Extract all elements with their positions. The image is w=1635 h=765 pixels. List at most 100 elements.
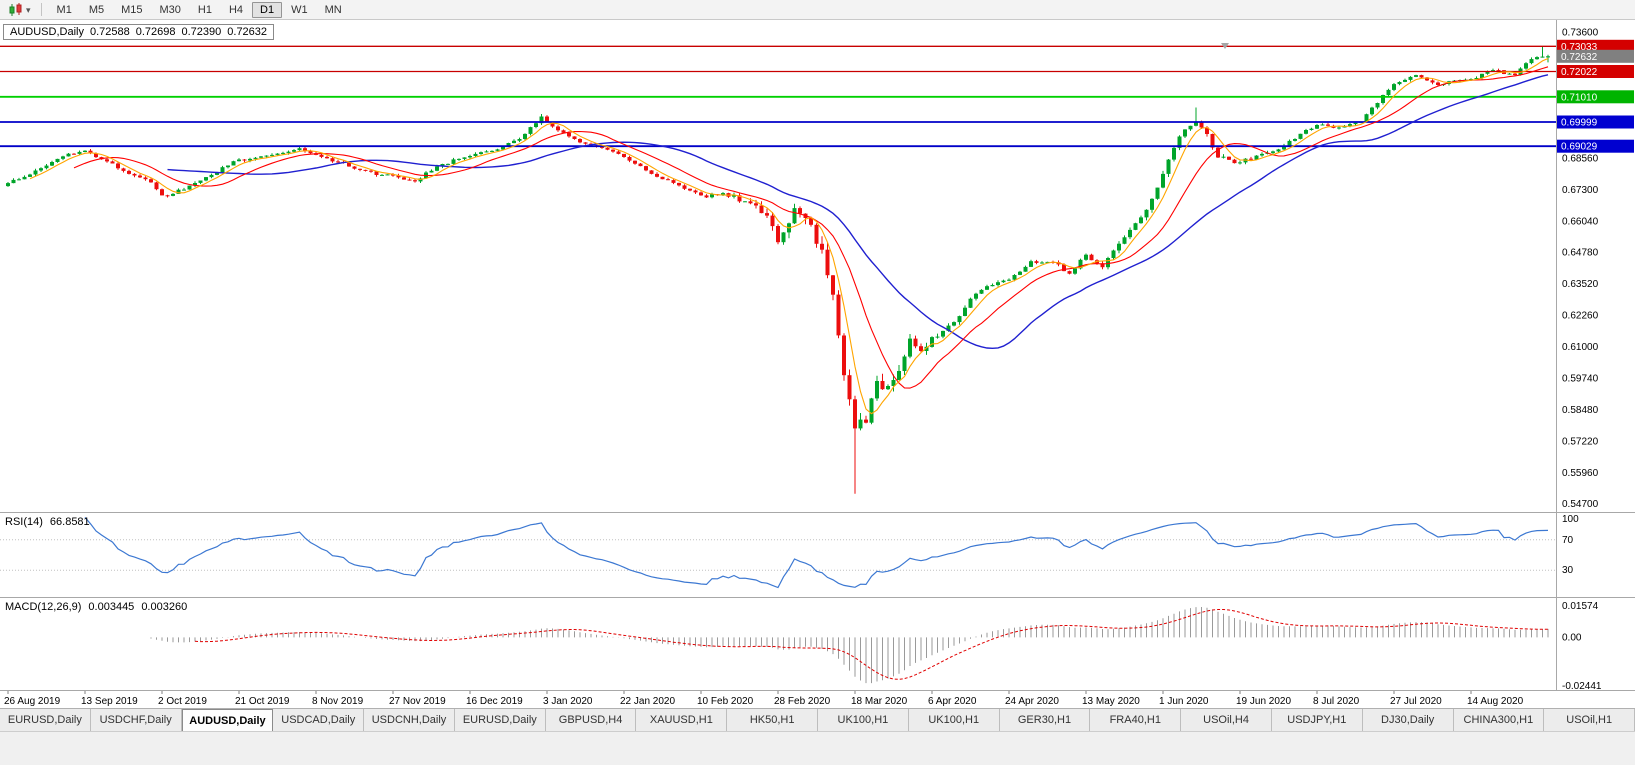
- price-axis-label: 0.61000: [1562, 342, 1599, 353]
- price-axis-label: 0.73600: [1562, 28, 1599, 39]
- date-label: 27 Nov 2019: [389, 696, 446, 707]
- date-label: 18 Mar 2020: [851, 696, 908, 707]
- chart-tab-13-usoil-h4[interactable]: USOil,H4: [1181, 709, 1272, 731]
- timeframe-toolbar: ▾ M1 M5 M15 M30 H1 H4 D1 W1 MN: [0, 0, 1635, 20]
- date-label: 26 Aug 2019: [4, 696, 61, 707]
- candlestick-chart-icon: [9, 2, 22, 16]
- macd-axis-label: 0.00: [1562, 632, 1582, 643]
- date-label: 1 Jun 2020: [1159, 696, 1209, 707]
- chart-tab-2-audusd-daily[interactable]: AUDUSD,Daily: [181, 709, 274, 731]
- date-label: 27 Jul 2020: [1390, 696, 1442, 707]
- chart-tab-4-usdcnh-daily[interactable]: USDCNH,Daily: [364, 709, 455, 731]
- price-badge: 0.69999: [1557, 115, 1634, 129]
- rsi-line: [84, 517, 1549, 589]
- toolbar-separator: [40, 3, 42, 16]
- rsi-axis-label: 30: [1562, 565, 1574, 576]
- macd-axis-label: -0.02441: [1562, 681, 1602, 690]
- ohlc-low: 0.72390: [181, 26, 222, 38]
- chart-tab-5-eurusd-daily[interactable]: EURUSD,Daily: [454, 709, 546, 731]
- price-axis-label: 0.66040: [1562, 216, 1599, 227]
- price-axis-label: 0.54700: [1562, 499, 1599, 510]
- macd-panel: 0.01574 0.00 -0.02441 MACD(12,26,9) 0.0034…: [0, 597, 1635, 690]
- date-label: 3 Jan 2020: [543, 696, 593, 707]
- ohlc-open: 0.72588: [89, 26, 130, 38]
- svg-text:0.73033: 0.73033: [1561, 42, 1598, 53]
- price-axis-label: 0.63520: [1562, 279, 1599, 290]
- date-label: 19 Jun 2020: [1236, 696, 1291, 707]
- price-axis-label: 0.62260: [1562, 311, 1599, 322]
- chart-tab-7-xauusd-h1[interactable]: XAUUSD,H1: [636, 709, 728, 731]
- chart-tab-17-usoil-h1[interactable]: USOil,H1: [1544, 709, 1635, 731]
- ohlc-high: 0.72698: [135, 26, 176, 38]
- chart-tab-11-ger30-h1[interactable]: GER30,H1: [999, 709, 1091, 731]
- price-chart-panel: 0.73600 0.68560 0.67300 0.66040 0.64780 0.635…: [0, 20, 1635, 512]
- chart-tab-12-fra40-h1[interactable]: FRA40,H1: [1090, 709, 1182, 731]
- price-badge: 0.72632: [1557, 49, 1634, 63]
- price-axis-label: 0.67300: [1562, 185, 1599, 196]
- date-label: 28 Feb 2020: [774, 696, 831, 707]
- chart-tab-0-eurusd-daily[interactable]: EURUSD,Daily: [0, 709, 91, 731]
- date-label: 2 Oct 2019: [158, 696, 207, 707]
- timeframe-button-m15[interactable]: M15: [121, 3, 143, 16]
- date-label: 10 Feb 2020: [697, 696, 754, 707]
- timeframe-button-m5[interactable]: M5: [88, 3, 105, 16]
- svg-text:0.69999: 0.69999: [1561, 118, 1598, 129]
- date-label: 22 Jan 2020: [620, 696, 675, 707]
- price-axis-label: 0.57220: [1562, 436, 1599, 447]
- price-axis-label: 0.64780: [1562, 248, 1599, 259]
- candlestick-series: [6, 46, 1550, 494]
- chart-shift-marker[interactable]: [1221, 43, 1229, 49]
- date-label: 21 Oct 2019: [235, 696, 290, 707]
- date-label: 8 Jul 2020: [1313, 696, 1360, 707]
- rsi-chart[interactable]: 100 70 30: [0, 513, 1635, 597]
- chart-tab-15-dj30-daily[interactable]: DJ30,Daily: [1362, 709, 1454, 731]
- price-badge: 0.69029: [1557, 139, 1634, 153]
- rsi-value: 66.8581: [49, 516, 90, 528]
- chart-type-button[interactable]: ▾: [5, 1, 34, 18]
- price-badge: 0.73033: [1557, 39, 1634, 53]
- date-axis: 26 Aug 2019 13 Sep 2019 2 Oct 2019 21 Oct 2…: [0, 690, 1635, 708]
- timeframe-button-w1[interactable]: W1: [291, 3, 308, 16]
- timeframe-button-m30[interactable]: M30: [159, 3, 181, 16]
- macd-name: MACD(12,26,9): [5, 601, 82, 613]
- chart-symbol-period: AUDUSD,Daily: [10, 26, 84, 38]
- chart-tab-1-usdchf-daily[interactable]: USDCHF,Daily: [90, 709, 182, 731]
- date-label: 13 Sep 2019: [81, 696, 138, 707]
- macd-label: MACD(12,26,9) 0.003445 0.003260: [5, 601, 187, 613]
- timeframe-button-d1[interactable]: D1: [252, 1, 283, 18]
- date-label: 13 May 2020: [1082, 696, 1140, 707]
- chart-ohlc-label: AUDUSD,Daily 0.72588 0.72698 0.72390 0.7…: [3, 24, 275, 40]
- svg-text:0.72022: 0.72022: [1561, 67, 1598, 78]
- ma-medium-line: [73, 66, 1549, 389]
- timeframe-button-h4[interactable]: H4: [228, 3, 244, 16]
- date-label: 16 Dec 2019: [466, 696, 523, 707]
- price-axis-label: 0.59740: [1562, 374, 1599, 385]
- timeframe-buttons: M1 M5 M15 M30 H1 H4 D1 W1 MN: [49, 1, 350, 18]
- macd-axis-label: 0.01574: [1562, 601, 1599, 612]
- chart-tab-bar: EURUSD,Daily USDCHF,Daily AUDUSD,Daily USDC…: [0, 708, 1635, 731]
- timeframe-button-m1[interactable]: M1: [56, 3, 72, 16]
- date-axis-scale[interactable]: 26 Aug 2019 13 Sep 2019 2 Oct 2019 21 Oct 2…: [0, 691, 1635, 708]
- chart-tab-6-gbpusd-h4[interactable]: GBPUSD,H4: [545, 709, 637, 731]
- chart-tab-9-uk100-h1[interactable]: UK100,H1: [818, 709, 909, 731]
- ohlc-close: 0.72632: [227, 26, 268, 38]
- macd-value: 0.003445: [88, 601, 135, 613]
- timeframe-button-mn[interactable]: MN: [324, 3, 342, 16]
- price-chart[interactable]: 0.73600 0.68560 0.67300 0.66040 0.64780 0.635…: [0, 20, 1635, 512]
- ma-fast-line: [29, 57, 1549, 415]
- chart-tab-10-uk100-h1[interactable]: UK100,H1: [908, 709, 1000, 731]
- chart-tab-16-china300-h1[interactable]: CHINA300,H1: [1453, 709, 1545, 731]
- price-badge: 0.71010: [1557, 90, 1634, 104]
- chart-tab-3-usdcad-daily[interactable]: USDCAD,Daily: [273, 709, 365, 731]
- svg-text:0.71010: 0.71010: [1561, 92, 1598, 103]
- chart-tab-14-usdjpy-h1[interactable]: USDJPY,H1: [1271, 709, 1363, 731]
- status-bar: [0, 731, 1635, 765]
- chevron-down-icon: ▾: [26, 4, 31, 15]
- macd-chart[interactable]: 0.01574 0.00 -0.02441: [0, 598, 1635, 690]
- rsi-name: RSI(14): [5, 516, 43, 528]
- timeframe-button-h1[interactable]: H1: [197, 3, 212, 16]
- chart-tab-8-hk50-h1[interactable]: HK50,H1: [727, 709, 819, 731]
- macd-signal-line: [194, 609, 1548, 680]
- date-label: 24 Apr 2020: [1005, 696, 1059, 707]
- svg-text:0.69029: 0.69029: [1561, 142, 1598, 153]
